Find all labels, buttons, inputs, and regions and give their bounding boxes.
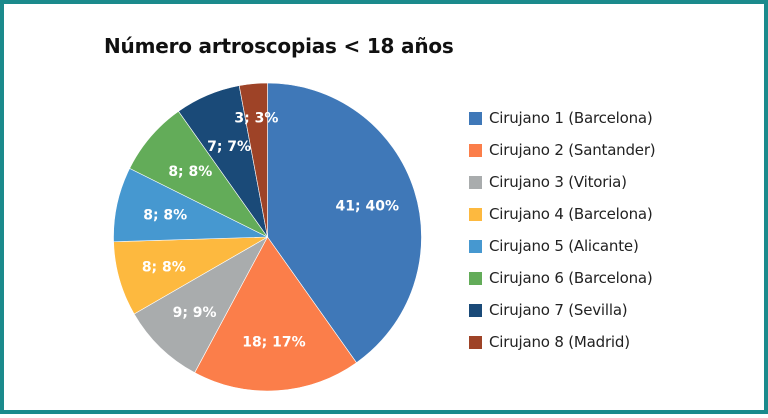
legend-label: Cirujano 2 (Santander) (489, 141, 656, 159)
slice-data-label: 8; 8% (143, 208, 187, 224)
legend-label: Cirujano 5 (Alicante) (489, 237, 639, 255)
chart-title: Número artroscopias < 18 años (104, 34, 454, 58)
pie-slice-2 (194, 236, 357, 392)
slice-data-label: 8; 8% (168, 164, 212, 180)
pie-chart: 41; 40% 18; 17% 9; 9% 8; 8% 8; 8% 8; 8% 7; 7% 3… (113, 82, 422, 392)
legend-swatch (469, 303, 482, 317)
legend-label: Cirujano 1 (Barcelona) (489, 109, 653, 127)
legend-item-cirujano-6: Cirujano 6 (Barcelona) (469, 262, 655, 294)
slice-data-label: 8; 8% (142, 260, 186, 276)
legend-item-cirujano-7: Cirujano 7 (Sevilla) (469, 294, 655, 326)
legend-label: Cirujano 7 (Sevilla) (489, 301, 628, 319)
pie-slice-3 (133, 236, 269, 374)
legend-label: Cirujano 3 (Vitoria) (489, 173, 627, 191)
legend-swatch (469, 239, 482, 253)
legend-swatch (469, 207, 482, 221)
slice-data-label: 18; 17% (242, 335, 305, 351)
legend-item-cirujano-2: Cirujano 2 (Santander) (469, 134, 656, 166)
legend-item-cirujano-1: Cirujano 1 (Barcelona) (469, 102, 655, 134)
legend-item-cirujano-8: Cirujano 8 (Madrid) (469, 326, 655, 358)
legend-label: Cirujano 6 (Barcelona) (489, 269, 653, 287)
slice-data-label: 41; 40% (336, 198, 399, 214)
slice-data-label: 7; 7% (207, 139, 251, 155)
slice-data-label: 9; 9% (173, 305, 217, 321)
pie-slice-8 (238, 82, 268, 238)
chart-legend: Cirujano 1 (Barcelona) Cirujano 2 (Santa… (469, 102, 656, 358)
legend-swatch (469, 175, 482, 189)
legend-label: Cirujano 8 (Madrid) (489, 333, 630, 351)
legend-swatch (469, 143, 482, 157)
legend-swatch (469, 335, 482, 349)
legend-item-cirujano-3: Cirujano 3 (Vitoria) (469, 166, 655, 198)
legend-label: Cirujano 4 (Barcelona) (489, 205, 653, 223)
pie-slice-1 (267, 82, 422, 364)
legend-swatch (469, 271, 482, 285)
legend-item-cirujano-4: Cirujano 4 (Barcelona) (469, 198, 655, 230)
slice-data-label: 3; 3% (234, 110, 278, 126)
legend-swatch (469, 111, 482, 125)
legend-item-cirujano-5: Cirujano 5 (Alicante) (469, 230, 655, 262)
